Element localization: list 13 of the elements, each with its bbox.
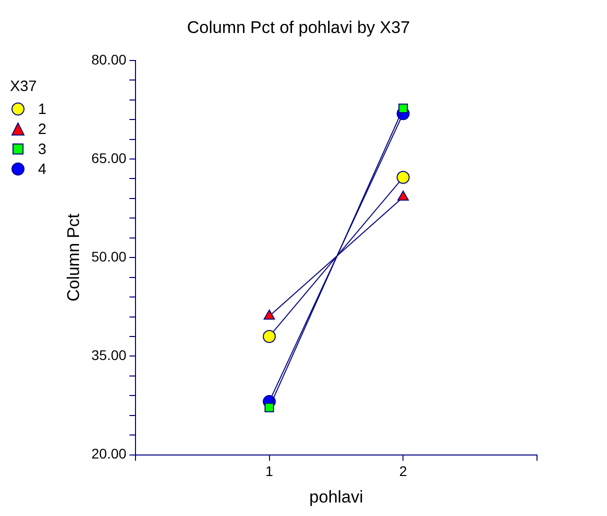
chart-title: Column Pct of pohlavi by X37: [186, 18, 410, 37]
y-tick-label: 65.00: [91, 150, 127, 166]
legend-title: X37: [10, 78, 38, 95]
y-tick-label: 35.00: [91, 347, 127, 364]
y-tick-label: 20.00: [91, 446, 127, 462]
legend-label: 3: [38, 140, 46, 158]
legend-label: 2: [38, 120, 46, 138]
legend-label: 4: [38, 160, 46, 178]
y-tick-label: 80.00: [91, 51, 127, 68]
y-tick-label: 50.00: [91, 248, 127, 264]
legend-label: 1: [38, 100, 46, 118]
x-axis-title: pohlavi: [309, 487, 364, 506]
y-axis-title: Column Pct: [64, 213, 83, 302]
